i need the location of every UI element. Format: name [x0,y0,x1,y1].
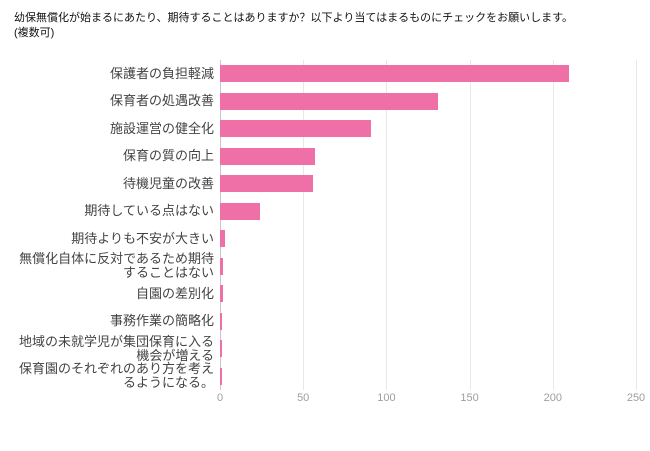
chart-row: 地域の未就学児が集団保育に入る機会が増える [14,333,636,363]
bar-track [220,198,636,226]
bar [220,367,222,385]
category-label: 保護者の負担軽減 [109,65,214,81]
bar [220,340,222,358]
chart-row: 保育園のそれぞれのあり方を考えるようになる。 [14,361,636,391]
chart-row: 保育の質の向上 [14,143,636,171]
chart-row: 事務作業の簡略化 [14,308,636,336]
bar-chart: 保護者の負担軽減 保育者の処遇改善 施設運営の健全化保育の質の向上 待機児童の改善期待… [14,60,645,406]
bar-track [220,335,636,363]
bar-track [220,225,636,253]
bar-track [220,115,636,143]
category-label: 待機児童の改善 [122,175,214,191]
bar [220,312,222,330]
x-tick-label: 150 [460,392,479,404]
bar-track [220,143,636,171]
bar-track [220,170,636,198]
x-tick-label: 200 [543,392,562,404]
x-axis-ticks: 0 50 100 150 200 250 [216,392,645,406]
category-label: 地域の未就学児が集団保育に入る機会が増える [18,333,214,363]
bar [220,65,570,83]
category-label: 自園の差別化 [135,285,214,301]
category-label: 保育の質の向上 [122,148,214,164]
bar [220,175,314,193]
chart-plot-area: 保護者の負担軽減 保育者の処遇改善 施設運営の健全化保育の質の向上 待機児童の改善期待… [14,60,637,391]
chart-row: 待機児童の改善 [14,170,636,198]
bar [220,257,224,275]
bar [220,120,372,138]
bar [220,230,225,248]
x-tick-label: 0 [216,392,224,404]
category-label: 期待よりも不安が大きい [71,230,214,246]
bar [220,147,315,165]
bar-track [220,280,636,308]
chart-row: 保護者の負担軽減 [14,60,636,88]
category-label: 無償化自体に反対であるため期待することはない [19,251,214,281]
bar-track [220,88,636,116]
axis-spacer [14,392,220,406]
bar [220,285,224,303]
bar [220,92,438,110]
chart-title-line2: (複数可) [14,27,55,39]
category-label: 事務作業の簡略化 [109,313,214,329]
category-label: 施設運営の健全化 [109,120,214,136]
x-tick-label: 250 [626,392,646,404]
x-axis: 0 50 100 150 200 250 [14,392,645,406]
chart-title-line1: 幼保無償化が始まるにあたり、期待することはありますか？以下より当てはまるものにチ… [14,12,574,24]
grid-line [636,60,637,390]
chart-row: 期待している点はない [14,198,636,226]
bar-track [220,60,636,88]
category-label: 保育園のそれぞれのあり方を考えるようになる。 [18,361,214,391]
bar-track [220,253,636,281]
x-tick-label: 50 [297,392,310,404]
chart-row: 保育者の処遇改善 [14,88,636,116]
chart-row: 期待よりも不安が大きい [14,225,636,253]
chart-row: 自園の差別化 [14,280,636,308]
chart-row: 無償化自体に反対であるため期待することはない [14,251,636,281]
category-label: 保育者の処遇改善 [109,93,214,109]
x-tick-label: 100 [377,392,396,404]
bar-track [220,308,636,336]
category-label: 期待している点はない [84,203,214,219]
chart-row: 施設運営の健全化 [14,115,636,143]
bar [220,202,260,220]
bar-track [220,363,636,391]
chart-title: 幼保無償化が始まるにあたり、期待することはありますか？以下より当てはまるものにチ… [14,11,634,41]
